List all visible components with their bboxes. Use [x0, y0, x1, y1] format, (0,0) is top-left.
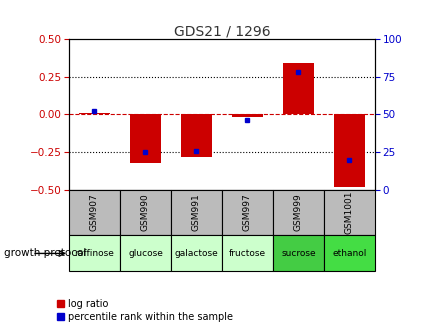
Text: glucose: glucose	[128, 249, 163, 258]
Bar	[323, 190, 374, 235]
Text: GSM990: GSM990	[141, 194, 150, 232]
Text: GSM1001: GSM1001	[344, 191, 353, 234]
Text: GSM991: GSM991	[191, 194, 200, 232]
Text: GSM907: GSM907	[90, 194, 99, 232]
Bar	[221, 190, 272, 235]
Title: GDS21 / 1296: GDS21 / 1296	[173, 24, 270, 38]
Text: raffinose: raffinose	[74, 249, 114, 258]
Bar	[221, 235, 272, 271]
Bar	[130, 114, 160, 163]
Text: galactose: galactose	[174, 249, 218, 258]
Text: growth protocol: growth protocol	[4, 249, 86, 258]
Bar	[120, 235, 171, 271]
Text: GSM997: GSM997	[243, 194, 252, 232]
Bar	[171, 190, 221, 235]
Bar	[272, 190, 323, 235]
Bar	[120, 190, 171, 235]
Bar	[171, 235, 221, 271]
Bar	[283, 63, 313, 114]
Bar	[181, 114, 211, 157]
Bar	[232, 114, 262, 117]
Bar	[79, 113, 110, 114]
Legend: log ratio, percentile rank within the sample: log ratio, percentile rank within the sa…	[56, 299, 233, 322]
Text: GSM999: GSM999	[293, 194, 302, 232]
Bar	[69, 190, 120, 235]
Text: sucrose: sucrose	[280, 249, 315, 258]
Bar	[323, 235, 374, 271]
Bar	[69, 235, 120, 271]
Text: fructose: fructose	[228, 249, 265, 258]
Text: ethanol: ethanol	[332, 249, 366, 258]
Bar	[333, 114, 364, 187]
Bar	[272, 235, 323, 271]
